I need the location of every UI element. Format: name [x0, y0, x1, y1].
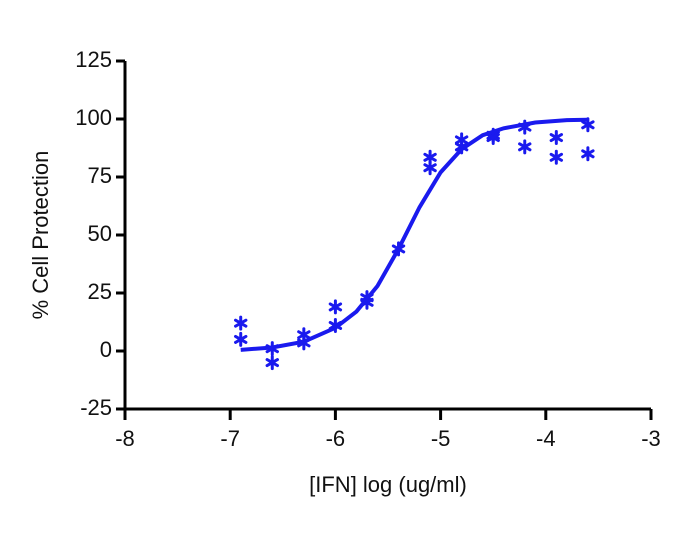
fit-curve [240, 117, 588, 352]
data-point [328, 299, 343, 315]
asterisk-stroke [549, 133, 564, 143]
data-point [549, 130, 564, 146]
data-point [234, 331, 248, 347]
asterisk-stroke [234, 334, 248, 344]
data-point [423, 160, 437, 176]
asterisk-stroke [549, 152, 564, 162]
x-axis-label: [IFN] log (ug/ml) [309, 472, 467, 497]
asterisk-stroke [423, 152, 437, 162]
asterisk-stroke [486, 133, 500, 143]
x-tick-label: -5 [431, 426, 451, 451]
asterisk-stroke [265, 358, 279, 368]
asterisk-stroke [297, 330, 311, 340]
y-tick-label: 125 [75, 47, 112, 72]
y-tick-label: 75 [88, 163, 112, 188]
data-point [549, 149, 564, 165]
y-tick-label: 100 [75, 105, 112, 130]
asterisk-stroke [328, 302, 343, 312]
data-point [518, 139, 532, 155]
asterisk-stroke [423, 163, 437, 173]
y-tick-label: 50 [88, 221, 112, 246]
y-tick-label: -25 [80, 395, 112, 420]
asterisk-stroke [581, 149, 595, 159]
asterisk-stroke [581, 120, 595, 130]
data-point [265, 355, 279, 371]
y-axis-label: % Cell Protection [28, 151, 53, 320]
data-point [581, 146, 595, 162]
y-tick-label: 25 [88, 279, 112, 304]
x-tick-label: -6 [326, 426, 346, 451]
asterisk-stroke [234, 318, 248, 328]
data-point [234, 315, 248, 331]
x-tick-label: -4 [536, 426, 556, 451]
x-tick-label: -3 [641, 426, 661, 451]
y-tick-label: 0 [100, 337, 112, 362]
x-tick-label: -7 [220, 426, 240, 451]
x-tick-label: -8 [115, 426, 135, 451]
asterisk-stroke [518, 142, 532, 152]
